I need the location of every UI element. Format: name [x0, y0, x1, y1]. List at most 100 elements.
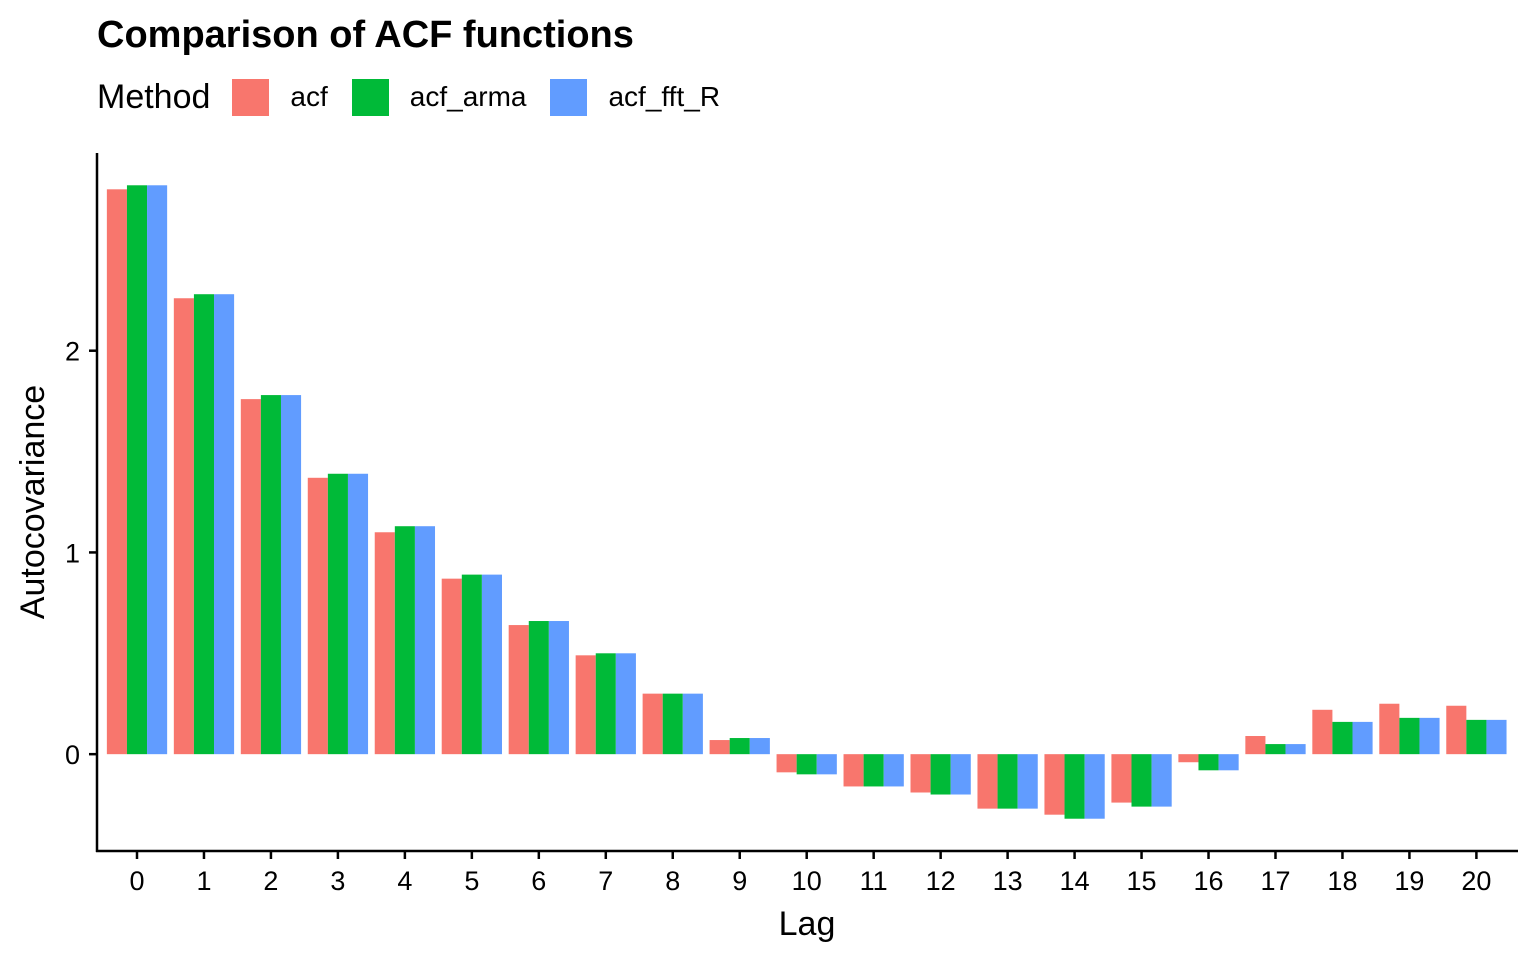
- x-tick-label-13: 13: [993, 866, 1023, 896]
- bar-acf-lag-20: [1446, 705, 1467, 755]
- bar-acf-fft-r-lag-15: [1151, 754, 1172, 807]
- bar-acf-lag-10: [776, 754, 797, 773]
- legend-label-acf-fft-r: acf_fft_R: [608, 81, 721, 112]
- chart-title: Comparison of ACF functions: [97, 14, 634, 56]
- bar-acf-fft-r-lag-20: [1486, 719, 1507, 755]
- x-tick-label-5: 5: [464, 866, 479, 896]
- bar-acf-fft-r-lag-2: [280, 395, 302, 755]
- x-tick-label-8: 8: [665, 866, 680, 896]
- legend-label-acf: acf: [290, 81, 328, 112]
- bar-acf-lag-16: [1178, 754, 1199, 763]
- legend-item-acf: acf: [232, 78, 328, 116]
- bar-acf-arma-lag-15: [1131, 754, 1152, 807]
- x-tick-label-3: 3: [330, 866, 345, 896]
- bar-acf-fft-r-lag-3: [347, 473, 369, 755]
- y-tick-label-0: 0: [65, 740, 80, 770]
- bar-acf-arma-lag-4: [394, 526, 415, 755]
- x-tick-label-0: 0: [129, 866, 144, 896]
- bar-acf-arma-lag-8: [662, 693, 683, 755]
- x-tick-label-16: 16: [1193, 866, 1223, 896]
- x-axis-label: Lag: [779, 905, 836, 943]
- x-tick-label-9: 9: [732, 866, 747, 896]
- bar-acf-fft-r-lag-13: [1017, 754, 1038, 809]
- legend-item-acf-fft-r: acf_fft_R: [550, 78, 721, 116]
- bar-acf-lag-0: [106, 189, 127, 755]
- x-tick-label-4: 4: [397, 866, 412, 896]
- bar-acf-arma-lag-5: [461, 574, 482, 755]
- bar-acf-arma-lag-11: [863, 754, 884, 787]
- bar-acf-fft-r-lag-6: [548, 621, 569, 755]
- x-tick-label-11: 11: [860, 866, 888, 896]
- legend-label-acf-arma: acf_arma: [409, 81, 527, 112]
- bar-acf-fft-r-lag-18: [1352, 721, 1373, 755]
- x-tick-label-1: 1: [196, 866, 211, 896]
- bar-acf-fft-r-lag-17: [1285, 744, 1306, 755]
- bar-acf-lag-4: [374, 532, 395, 755]
- x-tick-label-19: 19: [1394, 866, 1424, 896]
- bar-acf-arma-lag-7: [595, 653, 616, 755]
- bar-acf-lag-1: [173, 298, 194, 755]
- bar-acf-lag-17: [1245, 736, 1266, 755]
- bar-acf-arma-lag-14: [1064, 754, 1085, 819]
- bars-layer: [106, 185, 1507, 819]
- bar-acf-fft-r-lag-9: [749, 738, 770, 755]
- bar-acf-arma-lag-0: [126, 185, 148, 755]
- bar-acf-lag-11: [843, 754, 864, 787]
- bar-acf-fft-r-lag-19: [1419, 717, 1440, 755]
- bar-acf-arma-lag-13: [997, 754, 1018, 809]
- x-tick-label-7: 7: [598, 866, 613, 896]
- bar-acf-arma-lag-18: [1332, 721, 1353, 755]
- x-tick-label-6: 6: [531, 866, 546, 896]
- bar-acf-lag-6: [508, 625, 529, 755]
- y-axis-label: Autocovariance: [14, 385, 52, 619]
- legend-title: Method: [97, 77, 211, 116]
- bar-acf-fft-r-lag-8: [682, 693, 703, 755]
- bar-acf-lag-2: [240, 399, 261, 755]
- x-tick-label-17: 17: [1260, 866, 1290, 896]
- bar-acf-arma-lag-12: [930, 754, 951, 795]
- bar-acf-fft-r-lag-0: [147, 185, 168, 755]
- x-tick-label-18: 18: [1327, 866, 1357, 896]
- bar-acf-lag-3: [307, 477, 328, 755]
- x-tick-label-12: 12: [926, 866, 956, 896]
- bar-acf-lag-5: [441, 578, 462, 755]
- legend-swatch-acf-arma: [351, 78, 389, 116]
- bar-acf-fft-r-lag-14: [1084, 754, 1105, 819]
- bar-acf-fft-r-lag-5: [481, 574, 502, 755]
- x-tick-label-10: 10: [792, 866, 822, 896]
- bar-acf-fft-r-lag-10: [816, 754, 837, 775]
- bar-acf-arma-lag-19: [1399, 717, 1420, 755]
- bar-acf-fft-r-lag-4: [414, 526, 436, 755]
- bar-acf-arma-lag-9: [729, 738, 750, 755]
- y-tick-label-1: 1: [65, 538, 80, 568]
- x-tick-label-14: 14: [1060, 866, 1090, 896]
- bar-acf-lag-15: [1111, 754, 1132, 803]
- bar-acf-lag-18: [1312, 709, 1333, 755]
- x-tick-label-15: 15: [1127, 866, 1157, 896]
- legend-swatch-acf: [232, 78, 270, 116]
- bar-acf-fft-r-lag-1: [214, 294, 235, 755]
- bar-acf-arma-lag-20: [1466, 719, 1487, 755]
- bar-acf-arma-lag-6: [528, 621, 549, 755]
- bar-acf-arma-lag-17: [1265, 744, 1286, 755]
- y-axis-ticks: 0 1 2: [65, 337, 97, 770]
- bar-acf-lag-7: [575, 655, 596, 755]
- bar-acf-lag-9: [709, 740, 730, 755]
- bar-acf-lag-12: [910, 754, 931, 793]
- legend: Method acf acf_arma acf_fft_R: [97, 74, 744, 120]
- bar-acf-arma-lag-16: [1198, 754, 1219, 771]
- bar-acf-arma-lag-2: [260, 395, 281, 755]
- bar-acf-lag-19: [1379, 703, 1400, 755]
- bar-acf-arma-lag-10: [796, 754, 817, 775]
- x-axis-ticks: 0 1 2 3 4 5 6 7 8 9 10 11 12 13 14 15 16 17 18 19 20: [129, 851, 1491, 896]
- bar-acf-lag-14: [1044, 754, 1065, 815]
- legend-item-acf-arma: acf_arma: [351, 78, 527, 116]
- bar-acf-fft-r-lag-7: [615, 653, 636, 755]
- bar-acf-fft-r-lag-12: [950, 754, 971, 795]
- y-tick-label-2: 2: [65, 337, 80, 367]
- bar-acf-fft-r-lag-11: [883, 754, 904, 787]
- legend-swatch-acf-fft-r: [550, 78, 588, 116]
- bar-acf-arma-lag-1: [193, 294, 215, 755]
- bar-acf-fft-r-lag-16: [1218, 754, 1239, 771]
